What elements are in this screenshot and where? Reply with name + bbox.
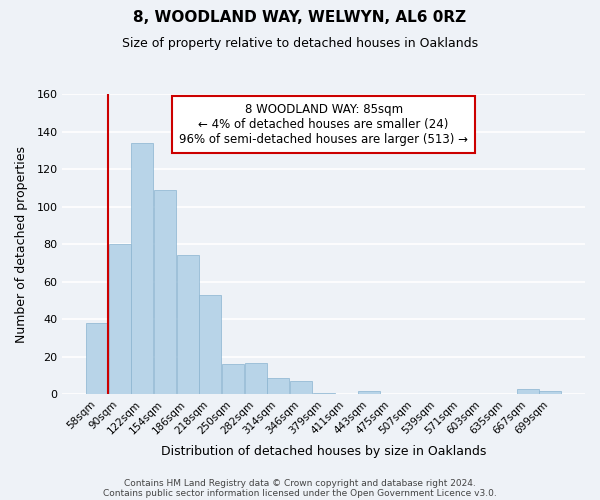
Bar <box>517 389 539 394</box>
Bar <box>268 378 289 394</box>
Bar <box>245 362 266 394</box>
Text: Size of property relative to detached houses in Oaklands: Size of property relative to detached ho… <box>122 38 478 51</box>
Bar <box>154 190 176 394</box>
Bar <box>199 295 221 394</box>
Text: 8 WOODLAND WAY: 85sqm
← 4% of detached houses are smaller (24)
96% of semi-detac: 8 WOODLAND WAY: 85sqm ← 4% of detached h… <box>179 103 468 146</box>
Bar <box>109 244 131 394</box>
Text: 8, WOODLAND WAY, WELWYN, AL6 0RZ: 8, WOODLAND WAY, WELWYN, AL6 0RZ <box>133 10 467 25</box>
X-axis label: Distribution of detached houses by size in Oaklands: Distribution of detached houses by size … <box>161 444 487 458</box>
Bar <box>131 143 154 395</box>
Bar <box>313 392 335 394</box>
Bar <box>177 256 199 394</box>
Text: Contains HM Land Registry data © Crown copyright and database right 2024.: Contains HM Land Registry data © Crown c… <box>124 478 476 488</box>
Text: Contains public sector information licensed under the Open Government Licence v3: Contains public sector information licen… <box>103 488 497 498</box>
Bar <box>86 323 108 394</box>
Bar <box>290 382 312 394</box>
Bar <box>358 390 380 394</box>
Bar <box>539 390 561 394</box>
Bar <box>222 364 244 394</box>
Y-axis label: Number of detached properties: Number of detached properties <box>15 146 28 342</box>
